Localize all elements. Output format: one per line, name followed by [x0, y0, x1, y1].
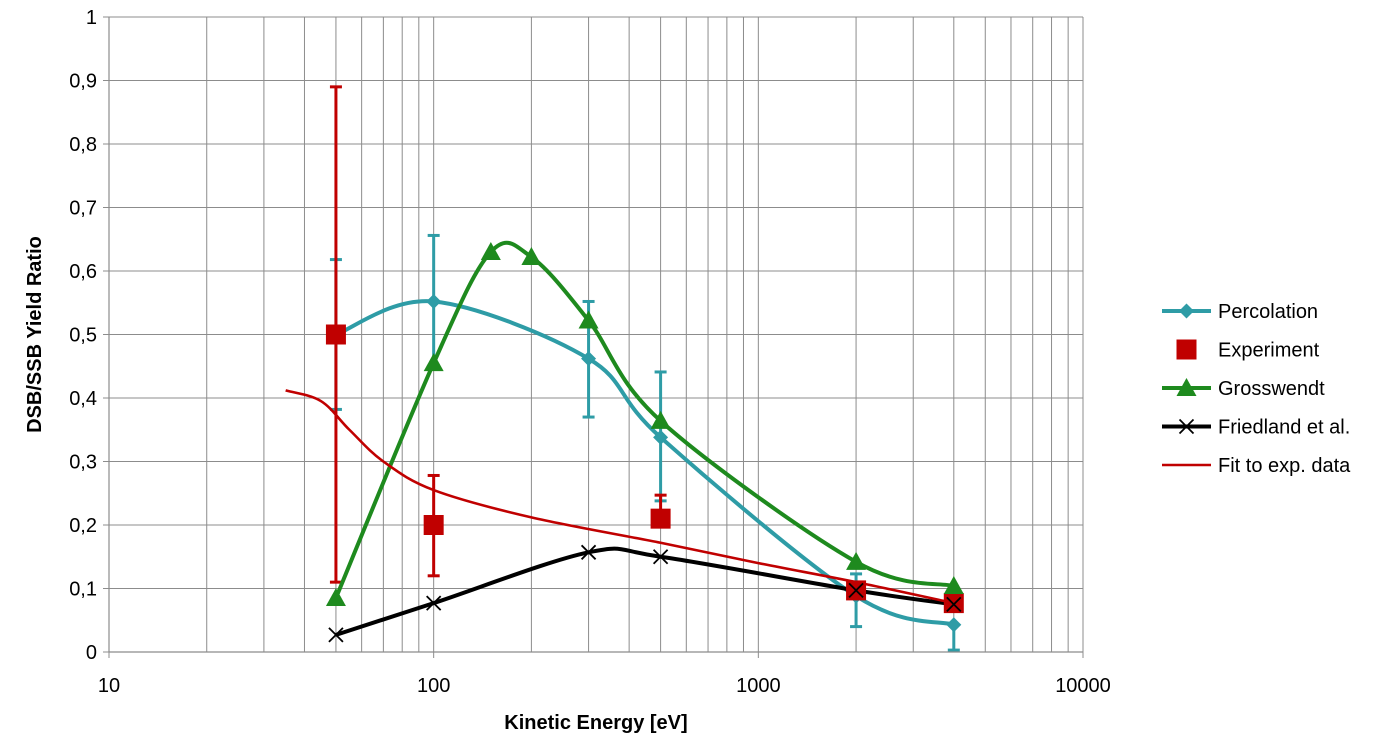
series-2-point: [423, 353, 444, 372]
x-marker-stroke: [652, 549, 669, 565]
legend-item: Friedland et al.: [1162, 417, 1350, 439]
legend-item: Percolation: [1162, 301, 1318, 323]
y-tick-label: 1: [86, 7, 97, 29]
y-tick-label: 0,9: [69, 71, 97, 93]
series-0-point: [426, 293, 442, 309]
series-2-point: [325, 588, 346, 607]
series-markers: [325, 241, 964, 643]
axes: [103, 16, 1084, 658]
legend-label: Percolation: [1218, 301, 1318, 323]
legend-item: Fit to exp. data: [1162, 455, 1351, 477]
legend: Percolation Experiment Grosswendt Friedland…: [1162, 301, 1351, 477]
legend-marker: [1176, 378, 1197, 396]
gridlines: [109, 16, 1084, 652]
y-tick-label: 0,7: [69, 198, 97, 220]
legend-item: Experiment: [1176, 339, 1320, 362]
y-tick-label: 0,4: [69, 388, 97, 410]
series-3-point: [848, 582, 864, 599]
series-3-point: [580, 544, 597, 560]
tick-labels: 0 0,1 0,2 0,3 0,4 0,5 0,6 0,7 0,8 0,9 1 10 100 1000 10…: [69, 7, 1111, 697]
x-marker-stroke: [426, 595, 442, 611]
x-axis-title: Kinetic Energy [eV]: [504, 712, 687, 734]
series-0-point: [581, 351, 597, 367]
y-tick-label: 0,5: [69, 325, 97, 347]
y-tick-label: 0,8: [69, 134, 97, 156]
series-3-point: [946, 596, 962, 613]
y-tick-label: 0,2: [69, 515, 97, 537]
x-marker-stroke: [848, 582, 864, 599]
y-tick-label: 0,1: [69, 579, 97, 601]
series-0-point: [653, 429, 669, 445]
legend-marker: [1179, 303, 1194, 319]
series-2-point: [521, 247, 542, 266]
series-3-point: [652, 549, 669, 565]
x-marker-stroke: [580, 544, 597, 560]
legend-item: Grosswendt: [1162, 378, 1325, 400]
y-tick-label: 0: [86, 642, 97, 664]
series-2-point: [650, 410, 671, 429]
series-2-point: [578, 310, 599, 329]
x-tick-label: 1000: [736, 675, 781, 697]
series-0-point: [946, 617, 962, 633]
x-marker-stroke: [328, 627, 344, 643]
legend-label: Friedland et al.: [1218, 417, 1350, 439]
series-3-point: [426, 595, 442, 611]
series-lines: [285, 240, 955, 637]
series-4-line: [285, 389, 955, 605]
series-1-point: [423, 515, 444, 535]
x-marker-stroke: [1178, 418, 1195, 435]
series-1-point: [650, 508, 671, 529]
legend-label: Fit to exp. data: [1218, 455, 1351, 477]
x-tick-label: 100: [417, 675, 450, 697]
series-2-point: [943, 575, 964, 594]
x-tick-label: 10: [98, 675, 120, 697]
y-tick-label: 0,3: [69, 452, 97, 474]
series-3-point: [328, 627, 344, 643]
series-2-point: [480, 241, 501, 260]
y-axis-title: DSB/SSB Yield Ratio: [24, 236, 46, 433]
y-tick-label: 0,6: [69, 261, 97, 283]
series-1-point: [325, 324, 346, 345]
x-tick-label: 10000: [1055, 675, 1111, 697]
legend-label: Experiment: [1218, 340, 1320, 362]
legend-label: Grosswendt: [1218, 378, 1325, 400]
series-2-point: [846, 551, 867, 570]
legend-marker: [1176, 339, 1197, 360]
x-marker-stroke: [946, 596, 962, 613]
legend-marker: [1178, 418, 1195, 435]
